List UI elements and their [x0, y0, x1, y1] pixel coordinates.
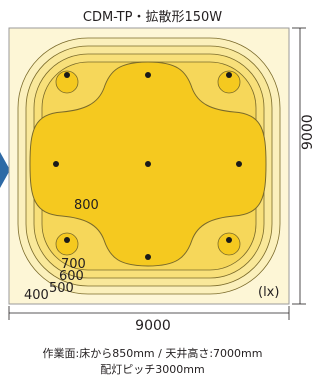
contour-label-700: 700: [61, 257, 86, 272]
contour-label-400: 400: [24, 288, 49, 303]
diagram-title: CDM-TP・拡散形150W: [82, 10, 223, 25]
fixture-point: [226, 237, 232, 243]
fixture-point: [145, 72, 151, 78]
fixture-point: [226, 72, 232, 78]
caption-line-1: 作業面:床から850mm / 天井高さ:7000mm: [42, 347, 263, 360]
left-arrow-icon: [0, 152, 10, 188]
fixture-point: [145, 161, 151, 167]
unit-label: (lx): [258, 285, 279, 300]
dimension-label-right: 9000: [300, 114, 316, 150]
corner-lobe-bottom-left: [55, 232, 79, 256]
corner-lobe-top-right: [217, 70, 241, 94]
contour-label-800: 800: [74, 198, 99, 213]
corner-lobe-top-left: [55, 70, 79, 94]
fixture-point: [236, 161, 242, 167]
fixture-point: [64, 72, 70, 78]
contour-label-600: 600: [59, 269, 84, 284]
dimension-label-bottom: 9000: [135, 318, 171, 334]
caption-line-2: 配灯ピッチ3000mm: [100, 363, 205, 376]
fixture-point: [145, 254, 151, 260]
fixture-point: [53, 161, 59, 167]
contour-label-500: 500: [49, 281, 74, 296]
corner-lobe-bottom-right: [217, 232, 241, 256]
fixture-point: [64, 237, 70, 243]
caption: 作業面:床から850mm / 天井高さ:7000mm 配灯ピッチ3000mm: [0, 346, 305, 378]
